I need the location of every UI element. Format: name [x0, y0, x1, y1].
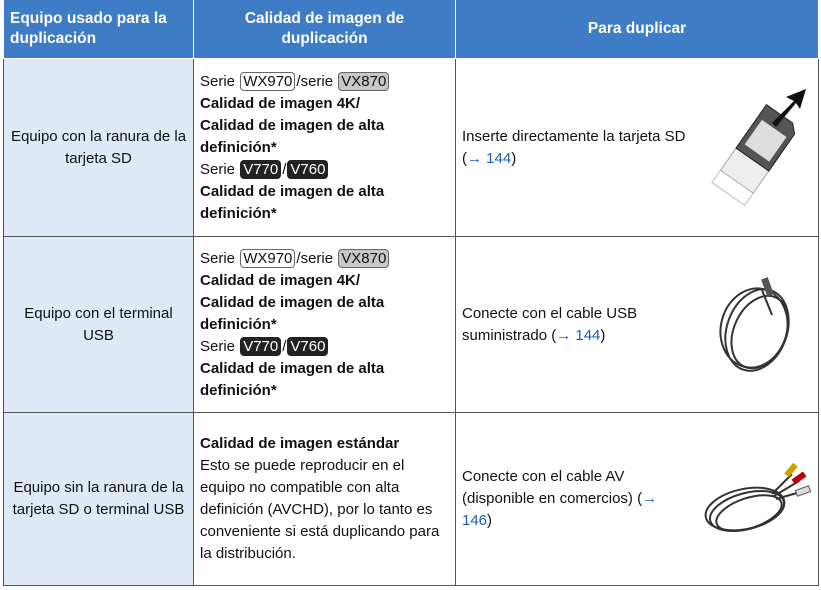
method-cell: Inserte directamente la tarjeta SD (→ 14…	[455, 58, 819, 237]
text: Conecte con el cable USB suministrado (	[462, 304, 638, 344]
sd-card-icon	[711, 88, 806, 206]
label: Serie	[200, 160, 236, 178]
quality-text: Calidad de imagen de alta definición*	[200, 359, 385, 399]
quality-text: Calidad de imagen estándar	[200, 435, 400, 452]
model-badge: V770	[240, 159, 282, 179]
plug	[794, 485, 812, 497]
label	[744, 119, 787, 162]
label: Serie	[200, 249, 236, 267]
text: )	[511, 149, 517, 167]
quality-cell: Serie WX970/serie VX870 Calidad de image…	[193, 58, 456, 237]
quality-cell: Serie WX970/serie VX870 Calidad de image…	[193, 236, 456, 413]
quality-cell: Calidad de imagen estándar Esto se puede…	[193, 412, 456, 586]
method-text: Conecte con el cable USB suministrado (→…	[462, 303, 687, 347]
series-line: Serie WX970/serie VX870	[200, 248, 449, 270]
quality-text: Calidad de imagen 4K/	[200, 271, 361, 289]
method-cell: Conecte con el cable USB suministrado (→…	[455, 236, 819, 413]
equipment-cell: Equipo con el terminal USB	[3, 236, 194, 413]
page-link[interactable]: → 146	[462, 490, 658, 529]
row: Equipo con la ranura de la tarjeta SD Se…	[3, 58, 819, 237]
header-row: Equipo usado para la duplicación Calidad…	[3, 0, 819, 59]
av-cable-icon	[704, 462, 812, 532]
joiner: /serie	[296, 249, 334, 267]
series-line: Serie WX970/serie VX870	[200, 71, 449, 93]
plug	[784, 462, 798, 478]
row: Equipo con el terminal USB Serie WX970/s…	[3, 236, 819, 413]
arrow	[772, 88, 806, 127]
model-badge: VX870	[338, 248, 390, 268]
model-badge: WX970	[240, 248, 296, 268]
quality-text: Calidad de imagen de alta definición*	[200, 293, 385, 333]
quality-text: Calidad de imagen de alta definición*	[200, 116, 385, 156]
joiner: /	[282, 160, 287, 178]
note: Esto se puede reproducir en el equipo no…	[200, 457, 440, 562]
row: Equipo sin la ranura de la tarjeta SD o …	[3, 412, 819, 586]
model-badge: V770	[240, 336, 282, 356]
model-badge: V760	[287, 336, 329, 356]
joiner: /serie	[296, 72, 334, 90]
text: Conecte con el cable AV (disponible en c…	[462, 468, 643, 507]
header-cell: Equipo usado para la duplicación	[3, 0, 194, 59]
text: )	[600, 326, 606, 344]
text: Inserte directamente la tarjeta SD (	[462, 127, 686, 167]
text: )	[487, 512, 493, 529]
equipment-cell: Equipo con la ranura de la tarjeta SD	[3, 58, 194, 237]
label: Serie	[200, 337, 236, 355]
series-line: Serie V770/V760	[200, 159, 449, 181]
plug	[761, 276, 774, 296]
method-cell: Conecte con el cable AV (disponible en c…	[455, 412, 819, 586]
usb-cable-icon	[719, 276, 790, 372]
page-link[interactable]: → 144	[556, 326, 601, 344]
page-link[interactable]: → 144	[467, 149, 512, 167]
joiner: /	[282, 337, 287, 355]
model-badge: VX870	[338, 71, 390, 91]
duplication-table: Equipo usado para la duplicación Calidad…	[3, 0, 819, 586]
quality-text: Calidad de imagen de alta definición*	[200, 182, 385, 222]
header-cell: Para duplicar	[455, 0, 819, 59]
header-cell: Calidad de imagen de duplicación	[193, 0, 456, 59]
model-badge: WX970	[240, 71, 296, 91]
plug	[791, 471, 807, 485]
model-badge: V760	[287, 159, 329, 179]
equipment-cell: Equipo sin la ranura de la tarjeta SD o …	[3, 412, 194, 586]
quality-text: Calidad de imagen 4K/	[200, 94, 361, 112]
series-line: Serie V770/V760	[200, 336, 449, 358]
method-text: Conecte con el cable AV (disponible en c…	[462, 466, 687, 532]
label: Serie	[200, 72, 236, 90]
method-text: Inserte directamente la tarjeta SD (→ 14…	[462, 126, 687, 170]
